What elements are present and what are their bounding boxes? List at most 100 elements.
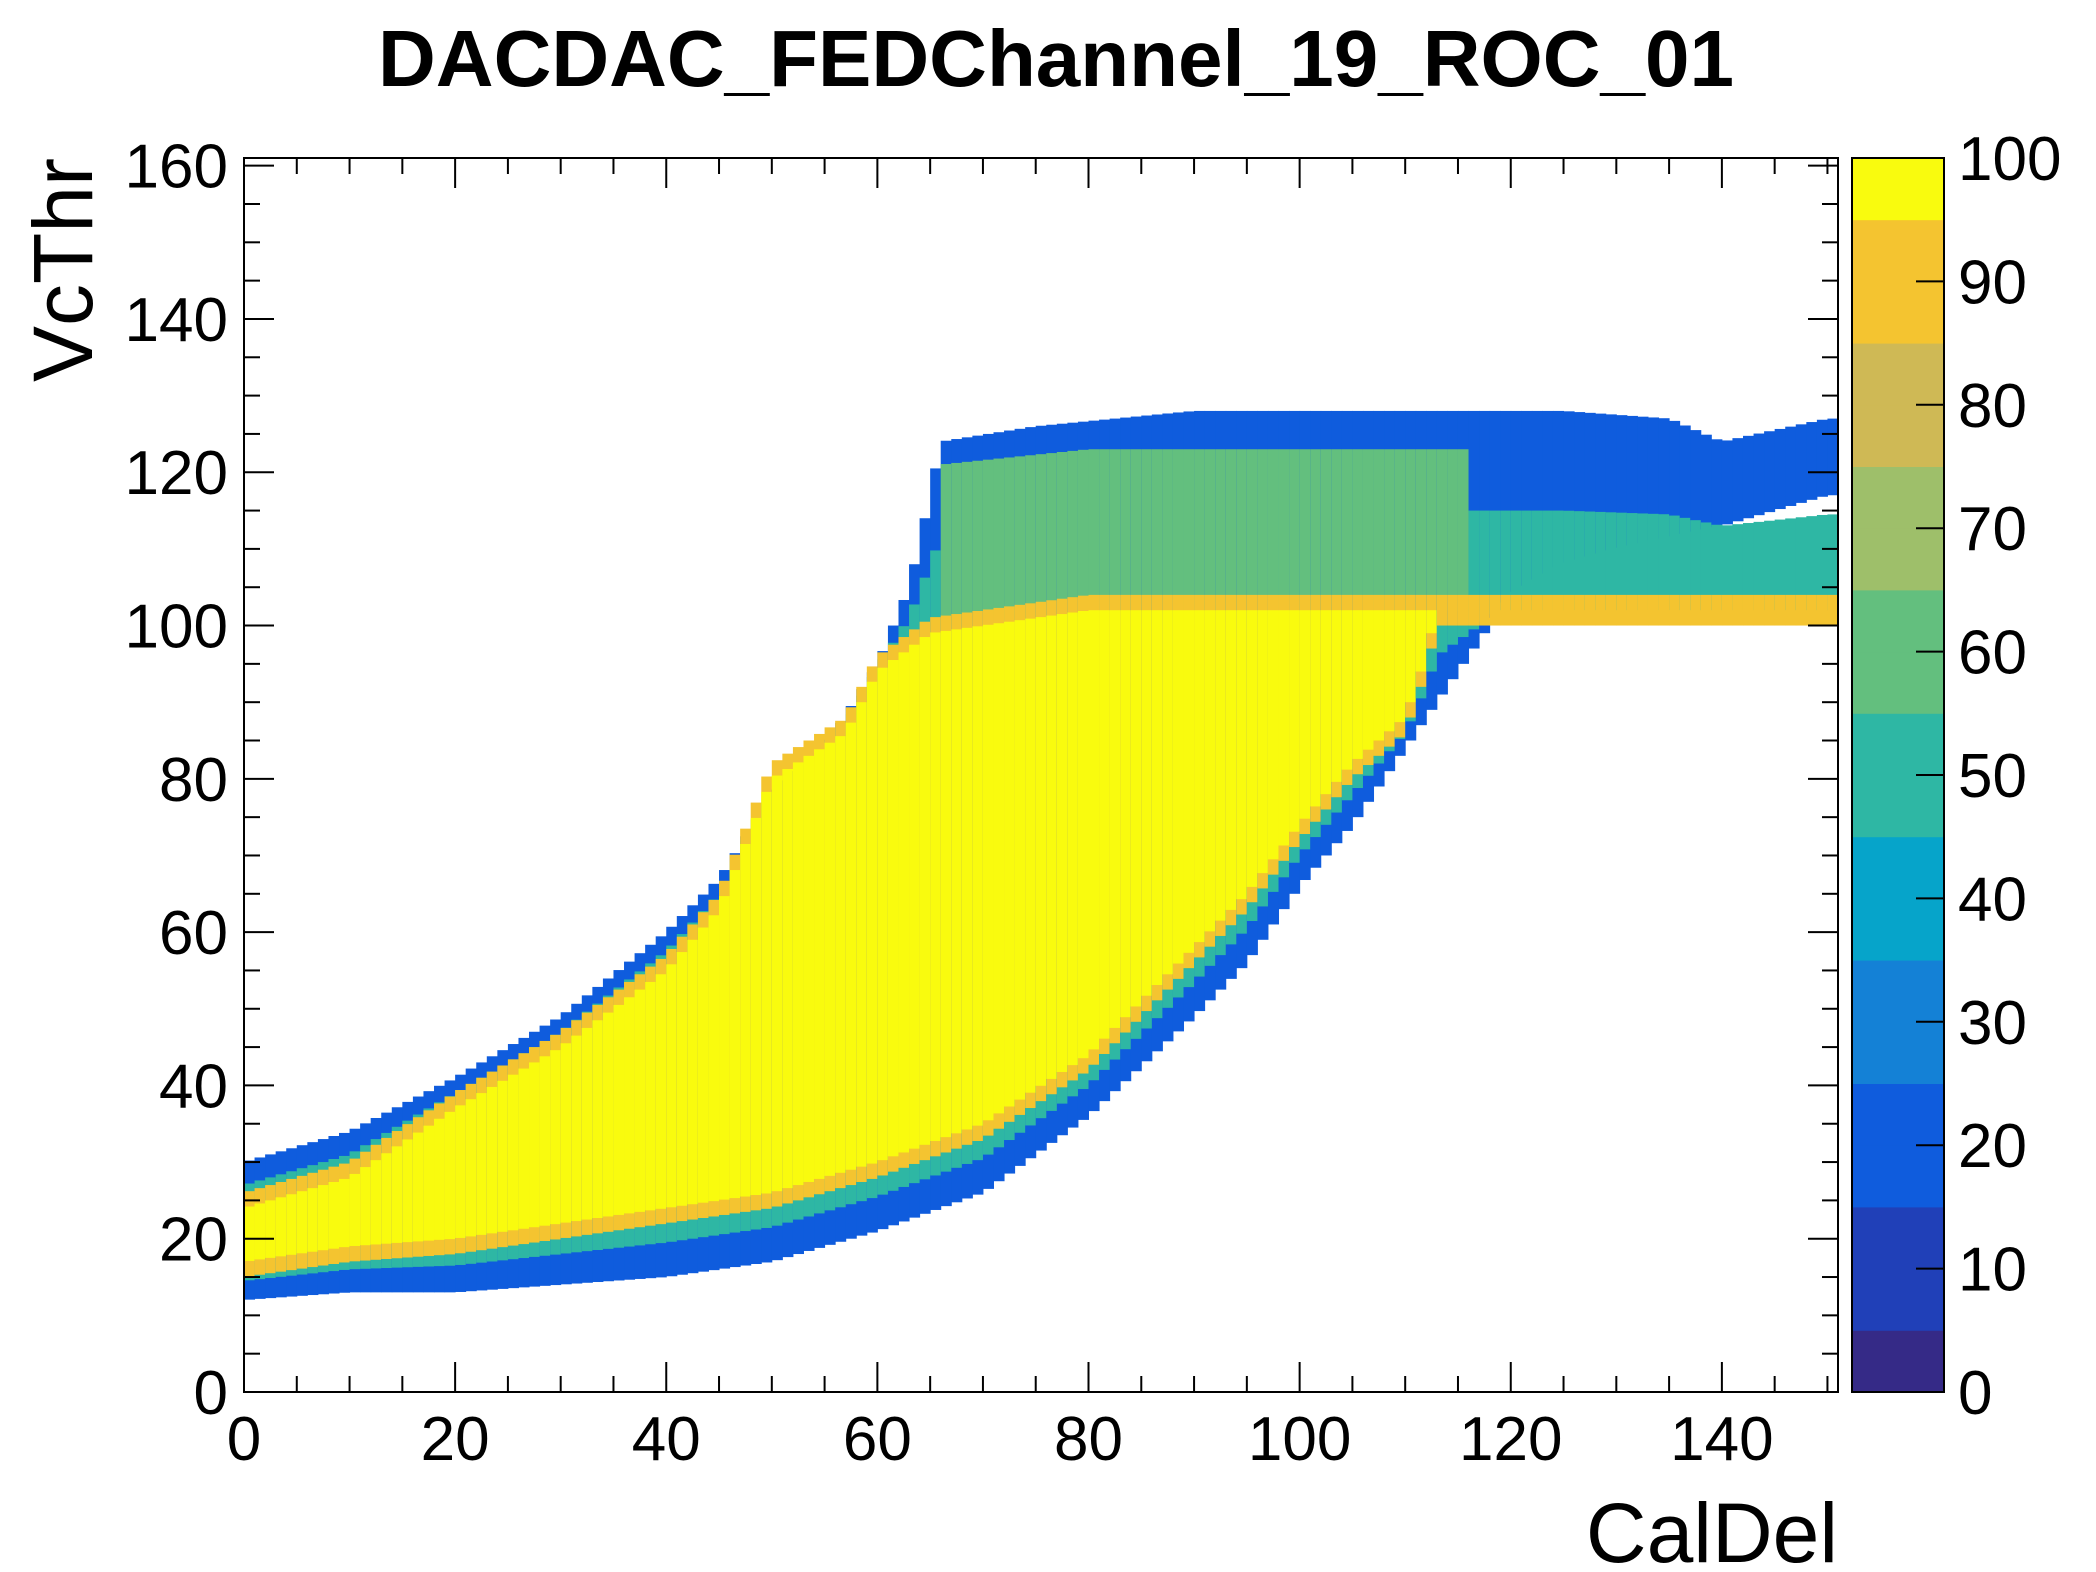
heatmap-cell xyxy=(824,1175,836,1211)
heatmap-cell xyxy=(634,1211,646,1246)
heatmap-cell xyxy=(951,462,963,630)
heatmap-cell xyxy=(1341,610,1353,770)
heatmap-cell xyxy=(1574,594,1586,626)
heatmap-cell xyxy=(1510,410,1522,592)
heatmap-cell xyxy=(1563,411,1575,563)
plot-frame xyxy=(243,157,1839,1393)
heatmap-cell xyxy=(866,681,878,1164)
heatmap-cell xyxy=(824,742,836,1176)
heatmap-cell xyxy=(919,1144,931,1180)
colorbar-tick-label: 60 xyxy=(1958,619,2027,688)
heatmap-cell xyxy=(803,1181,815,1217)
heatmap-cell xyxy=(877,667,889,1161)
y-tick-label: 120 xyxy=(125,439,228,508)
heatmap-cell xyxy=(1690,430,1702,532)
heatmap-cell xyxy=(1521,594,1533,626)
heatmap-cell xyxy=(1669,594,1681,626)
heatmap-cell xyxy=(1785,518,1797,611)
heatmap-cell xyxy=(1162,449,1174,611)
heatmap-cell xyxy=(244,1206,256,1261)
heatmap-cell xyxy=(1742,435,1755,519)
heatmap-cell xyxy=(1552,510,1565,611)
heatmap-cell xyxy=(1151,985,1163,1019)
heatmap-cell xyxy=(434,1118,446,1240)
heatmap-cell xyxy=(1151,449,1163,611)
colorbar-band xyxy=(1852,713,1944,776)
heatmap-cell xyxy=(1584,594,1596,626)
heatmap-cell xyxy=(581,1219,593,1252)
heatmap-cell xyxy=(1267,610,1280,860)
heatmap-cell xyxy=(1563,594,1575,626)
heatmap-cell xyxy=(592,1020,604,1219)
heatmap-cell xyxy=(1162,974,1174,1008)
heatmap-cell xyxy=(1246,449,1258,611)
heatmap-cell xyxy=(1447,594,1459,626)
colorbar-tick-label: 30 xyxy=(1958,989,2027,1058)
heatmap-cell xyxy=(1436,449,1448,611)
heatmap-cell xyxy=(1362,610,1375,750)
heatmap-cell xyxy=(254,1203,266,1260)
heatmap-cell xyxy=(1426,449,1438,611)
heatmap-cell xyxy=(265,1200,277,1258)
heatmap-cell xyxy=(1521,510,1533,611)
heatmap-cell xyxy=(740,1196,752,1232)
heatmap-cell xyxy=(1384,449,1396,611)
heatmap-cell xyxy=(1088,1049,1100,1081)
heatmap-cell xyxy=(940,464,952,631)
heatmap-cell xyxy=(1637,416,1649,544)
heatmap-cell xyxy=(1215,610,1227,921)
heatmap-cell xyxy=(1299,449,1311,611)
heatmap-cell xyxy=(1310,449,1322,611)
heatmap-cell xyxy=(1246,610,1258,887)
colorbar-tick-label: 40 xyxy=(1958,865,2027,934)
heatmap-cell xyxy=(666,1207,678,1242)
colorbar-band xyxy=(1852,651,1944,714)
heatmap-cell xyxy=(1109,449,1121,611)
colorbar-tick-label: 20 xyxy=(1958,1112,2027,1181)
heatmap-cell xyxy=(1373,610,1385,741)
heatmap-cell xyxy=(835,1172,847,1208)
heatmap-cell xyxy=(349,1173,361,1246)
heatmap-cell xyxy=(1204,449,1216,611)
heatmap-cell xyxy=(1774,594,1786,626)
heatmap-cell xyxy=(1479,510,1491,611)
heatmap-cell xyxy=(930,1140,942,1176)
heatmap-cell xyxy=(1046,453,1058,616)
heatmap-cell xyxy=(1711,439,1723,528)
heatmap-cell xyxy=(455,1105,467,1238)
heatmap-cell xyxy=(1352,610,1364,759)
heatmap-cell xyxy=(1806,594,1818,626)
colorbar-band xyxy=(1852,1021,1944,1084)
heatmap-cell xyxy=(1479,594,1491,626)
heatmap-cell xyxy=(961,461,973,628)
heatmap-cell xyxy=(1500,410,1512,603)
y-axis: 0 20 40 60 80 100 120 140 160 xyxy=(125,133,1838,1428)
heatmap-cell xyxy=(1721,594,1733,626)
heatmap-cell xyxy=(866,1163,878,1199)
heatmap-cell xyxy=(1732,438,1744,522)
heatmap-cell xyxy=(1289,831,1301,863)
heatmap-cell xyxy=(655,1208,667,1244)
heatmap-cell xyxy=(1531,510,1543,611)
heatmap-cell xyxy=(1172,449,1185,611)
heatmap-cell xyxy=(328,1181,340,1249)
heatmap-cell xyxy=(1352,449,1364,611)
heatmap-cell xyxy=(1257,449,1269,611)
heatmap-cell xyxy=(1151,610,1163,986)
heatmap-cell xyxy=(1004,457,1016,622)
colorbar-band xyxy=(1852,960,1944,1023)
heatmap-cell xyxy=(1331,610,1343,782)
heatmap-cell xyxy=(1700,594,1712,626)
y-tick-label: 20 xyxy=(159,1206,228,1275)
heatmap-cell xyxy=(1141,449,1153,611)
heatmap-cell xyxy=(1373,449,1385,611)
heatmap-cell xyxy=(1690,520,1702,611)
heatmap-cell xyxy=(1225,610,1237,910)
heatmap-cell xyxy=(1816,594,1828,626)
heatmap-cell xyxy=(1046,615,1058,1079)
heatmap-cell xyxy=(1067,450,1079,613)
heatmap-cell xyxy=(1067,1065,1079,1097)
heatmap-cell xyxy=(676,1205,688,1241)
heatmap-cell xyxy=(708,915,720,1202)
heatmap-cell xyxy=(729,1198,741,1233)
